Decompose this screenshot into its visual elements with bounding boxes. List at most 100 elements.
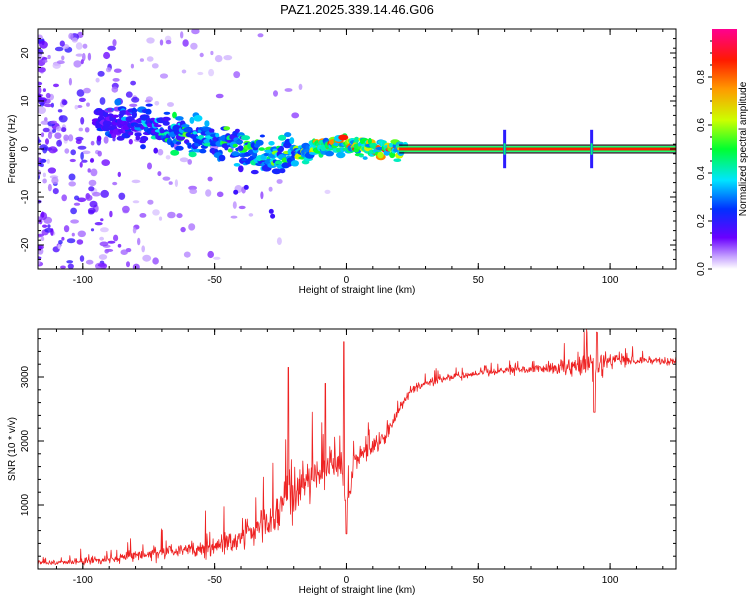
heat-ridge-blob [188,151,197,158]
heat-speckle [144,99,152,103]
heat-speckle [210,50,214,56]
heat-speckle [207,176,213,182]
heat-speckle [205,189,212,197]
heat-speckle [199,52,204,58]
snr-line [38,329,676,566]
heat-speckle [61,194,67,202]
heat-speckle [56,60,65,65]
heat-speckle [223,55,233,61]
y-tick-label: -20 [20,237,31,252]
colorbar-label: Normalized spectral amplitude [738,81,749,216]
heat-speckle [71,37,78,43]
heat-speckle [74,195,80,201]
x-tick-label: -50 [207,275,222,286]
y-tick-label: 3000 [20,365,31,388]
heat-speckle [48,146,58,154]
heat-speckle [157,171,162,177]
heat-speckle [132,263,140,269]
heat-ridge-blob [241,158,247,162]
heat-speckle [117,243,122,248]
heat-ridge-blob [250,169,259,175]
heat-ridge-blob [232,143,238,148]
heat-speckle [273,90,278,97]
heat-speckle [152,257,159,265]
heat-speckle [50,228,54,236]
heat-ridge-blob [181,124,190,128]
heat-ridge-blob [362,156,368,160]
heat-ridge-blob [140,144,146,150]
heat-ridge-blob [231,151,240,157]
heat-ridge-blob [204,120,210,127]
heat-speckle [46,158,50,164]
heat-speckle [158,216,163,221]
heat-speckle [181,69,187,74]
heat-speckle [284,88,293,92]
heat-speckle [191,29,200,35]
heat-speckle [61,55,65,61]
heat-speckle [129,103,138,108]
heat-speckle [68,32,74,40]
heat-ridge-blob [189,116,195,124]
heat-speckle [60,265,66,269]
heat-speckle [55,126,62,132]
heat-speckle [68,173,76,181]
heat-speckle [38,67,46,73]
heat-speckle [80,152,84,160]
heat-speckle [63,134,69,141]
heat-ridge-blob [259,134,265,138]
heat-speckle [232,201,237,209]
figure-title: PAZ1.2025.339.14.46.G06 [280,2,434,17]
heat-speckle [40,132,45,138]
heat-speckle [90,140,95,146]
heat-ridge-blob [153,124,162,128]
heat-speckle [167,102,174,107]
heat-speckle [90,157,95,163]
heat-ridge-blob [289,137,295,145]
heat-speckle [99,97,106,105]
heat-speckle [107,240,116,244]
heat-ridge-blob [162,120,170,126]
heat-speckle [59,40,65,47]
heat-ridge-blob [238,145,244,151]
heat-speckle [167,211,176,219]
x-tick-label: -50 [207,575,222,586]
heat-ridge-blob [96,135,102,142]
heat-speckle [101,159,110,167]
heat-speckle [174,179,178,188]
heat-speckle [47,167,57,174]
colorbar: 0.0 0.2 0.4 0.6 0.8 Normalized spectral ampl… [696,29,749,276]
heat-speckle [105,67,112,73]
heat-ridge-blob [128,132,134,136]
heat-speckle [47,131,53,139]
heat-speckle [44,103,53,108]
heat-speckle [85,259,94,265]
heat-blob [233,189,239,195]
heat-speckle [38,106,46,114]
heat-speckle [111,86,119,93]
heat-speckle [131,96,140,103]
heat-ridge-blob [183,127,192,133]
heat-speckle [208,68,215,77]
heat-speckle [87,52,92,61]
heat-ridge-blob [218,154,226,162]
heat-speckle [51,176,59,185]
heat-ridge-blob [208,128,215,133]
heat-speckle [168,181,173,185]
heat-speckle [298,83,303,90]
spectrogram-ylabel: Frequency (Hz) [7,115,18,184]
heat-speckle [268,186,273,192]
heat-speckle [104,249,109,254]
heat-speckle [142,254,152,262]
heat-speckle [214,55,223,63]
heat-speckle [82,43,88,49]
heat-speckle [130,63,134,69]
snr-panel: -100 -50 0 50 100 1000 2000 3000 Height of stra… [7,328,677,596]
heat-speckle [80,59,84,65]
heat-speckle [85,194,93,201]
heat-speckle [176,213,183,219]
heat-blob [268,208,274,214]
heat-speckle [98,254,108,260]
heat-speckle [76,239,84,245]
heat-ridge-blob [153,147,158,154]
